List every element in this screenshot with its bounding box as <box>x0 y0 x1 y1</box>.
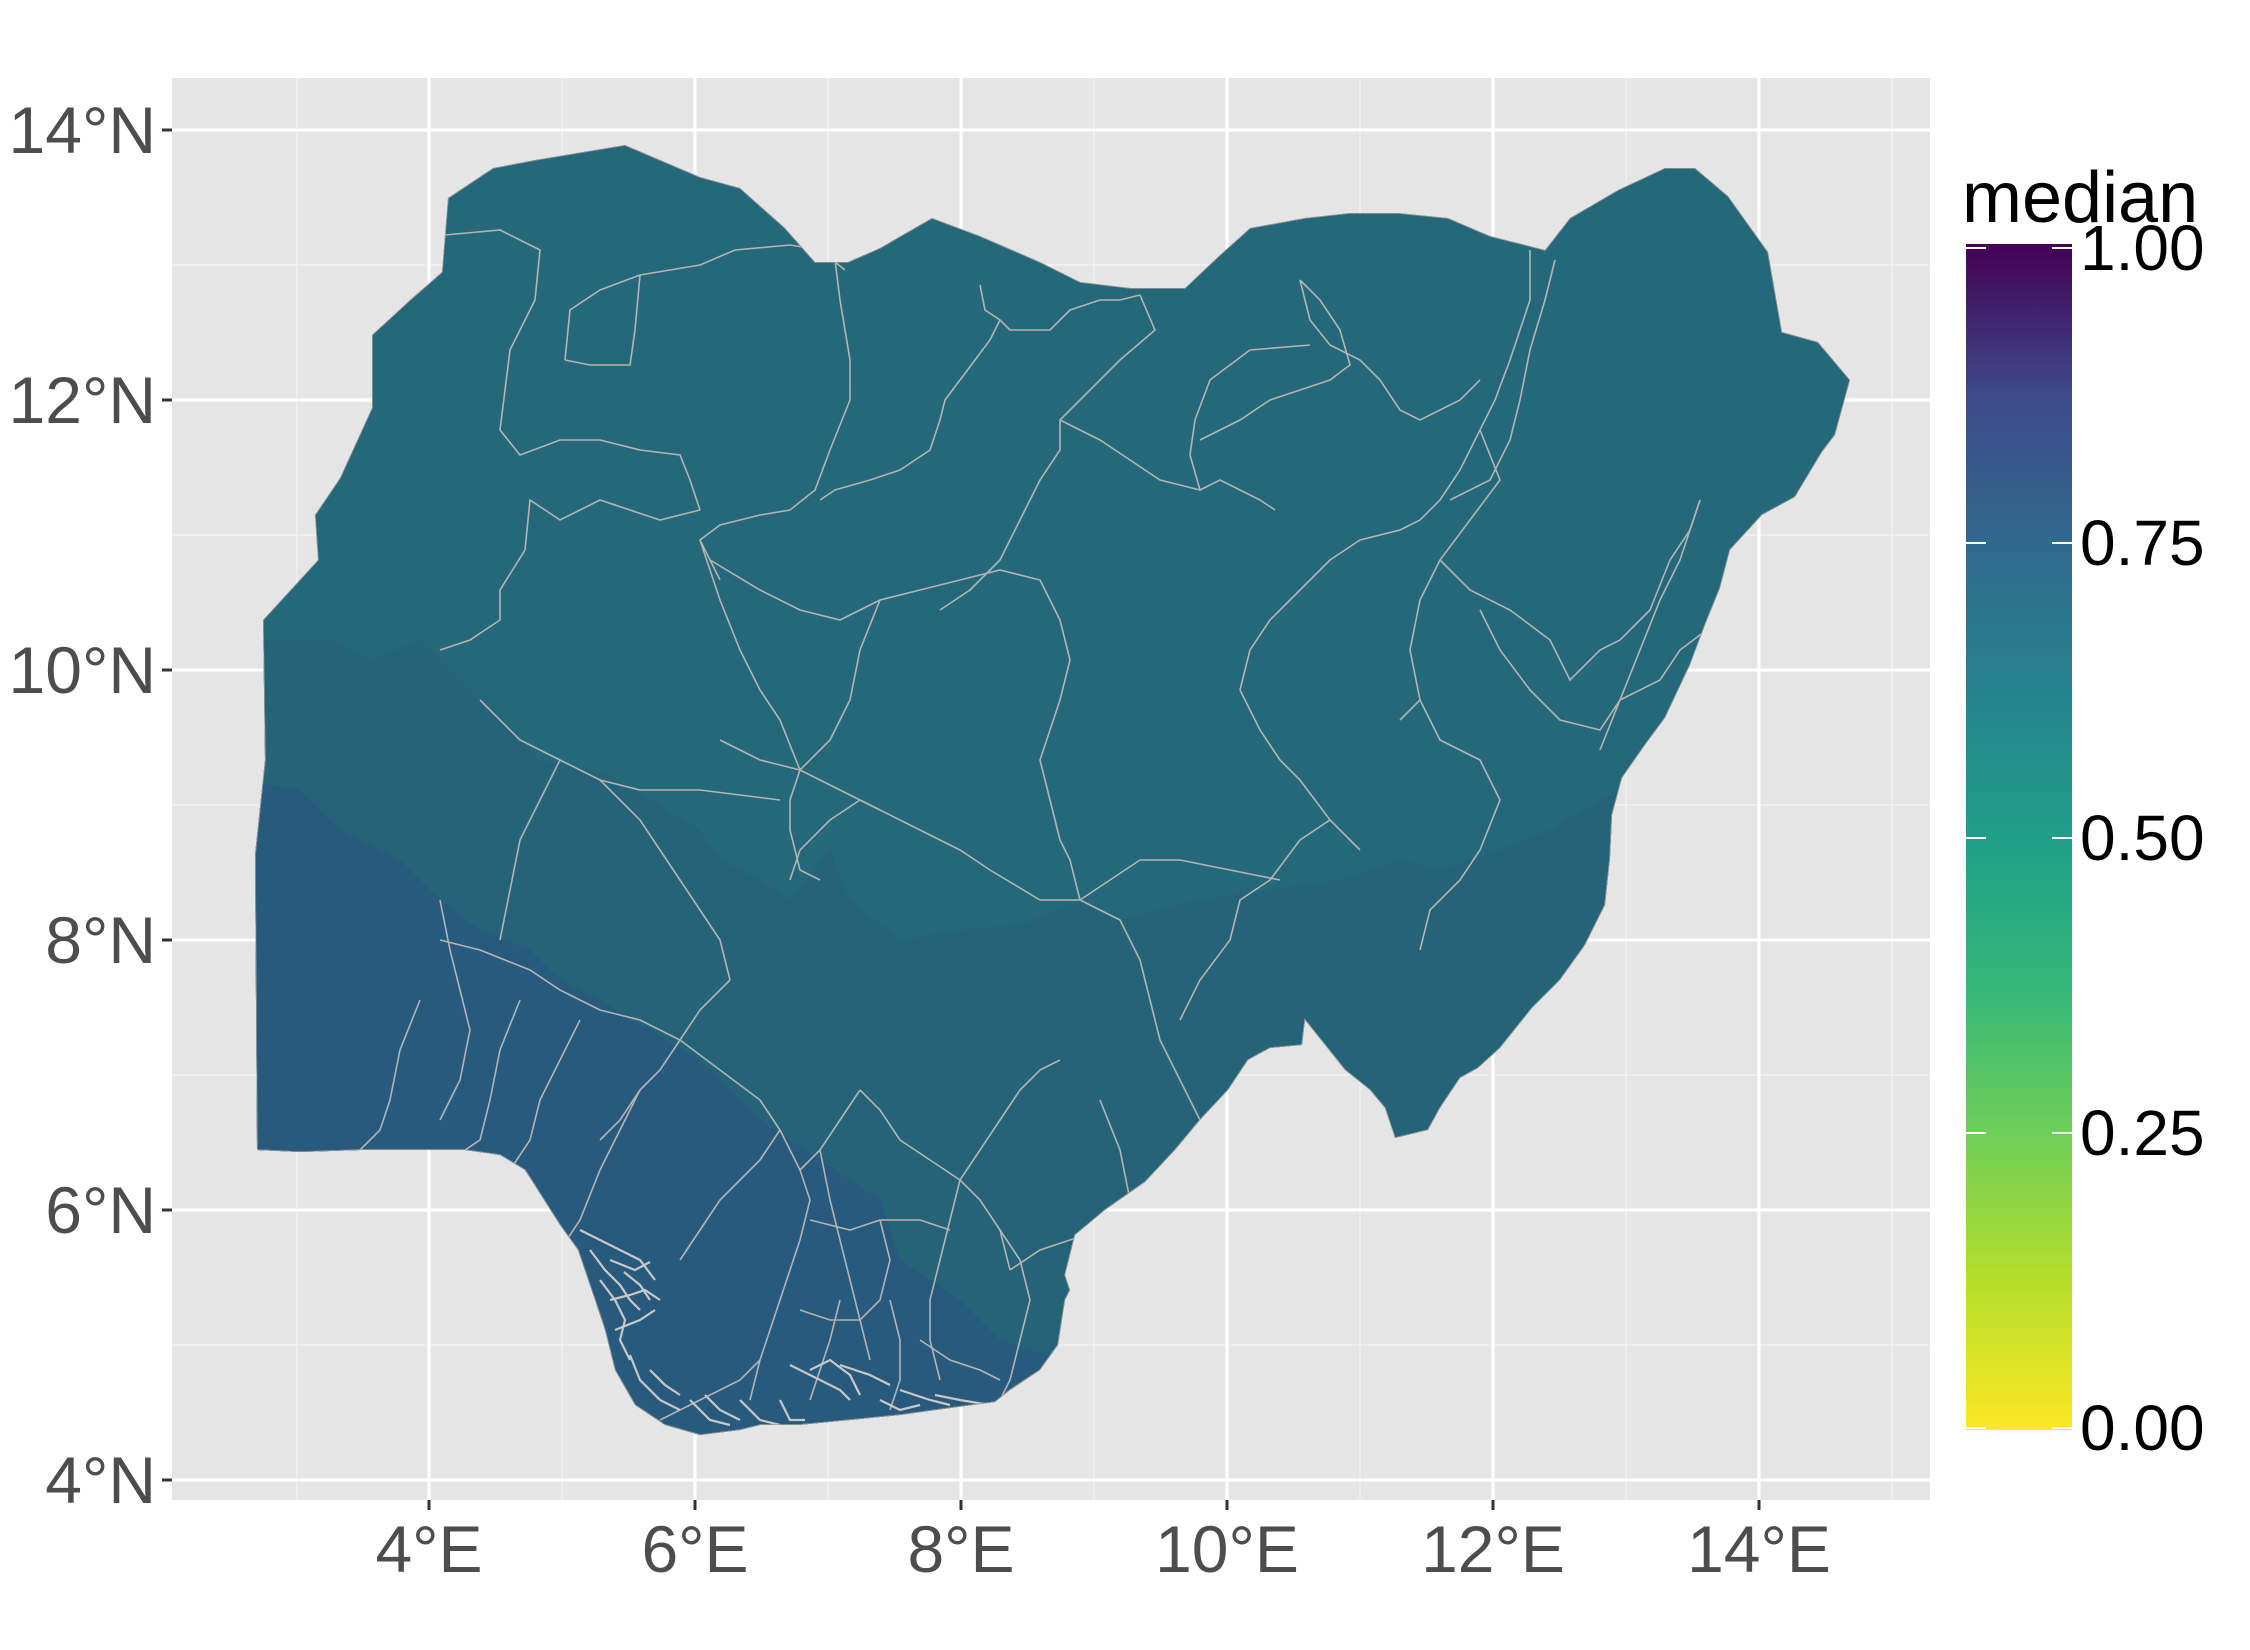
state-boundaries <box>359 229 1721 1421</box>
y-tick-label: 6°N <box>45 1173 156 1247</box>
x-axis-ticks <box>427 1500 1761 1510</box>
legend-labels: 1.00 0.75 0.50 0.25 0.00 <box>2080 212 2205 1464</box>
legend-tick-label: 0.00 <box>2080 1392 2205 1464</box>
y-tick-label: 10°N <box>9 633 156 707</box>
country-outline <box>255 145 1850 1435</box>
y-axis-ticks <box>162 128 172 1482</box>
y-tick-label: 8°N <box>45 903 156 977</box>
x-tick-label: 12°E <box>1421 1512 1565 1586</box>
y-axis-labels: 14°N 12°N 10°N 8°N 6°N 4°N <box>9 93 156 1517</box>
x-tick-label: 6°E <box>641 1512 748 1586</box>
x-tick-label: 10°E <box>1155 1512 1299 1586</box>
y-tick-label: 12°N <box>9 363 156 437</box>
legend-tick-label: 0.25 <box>2080 1097 2205 1169</box>
delta-creeks <box>579 1229 1011 1427</box>
legend-tick-marks <box>1966 247 2072 1429</box>
x-tick-label: 4°E <box>375 1512 482 1586</box>
x-tick-label: 14°E <box>1687 1512 1831 1586</box>
y-tick-label: 4°N <box>45 1443 156 1517</box>
x-axis-labels: 4°E 6°E 8°E 10°E 12°E 14°E <box>375 1512 1830 1586</box>
legend: median 1.00 0.75 0.50 0.25 0.00 <box>1962 158 2205 1464</box>
legend-tick-label: 1.00 <box>2080 212 2205 284</box>
x-tick-label: 8°E <box>907 1512 1014 1586</box>
legend-tick-label: 0.75 <box>2080 507 2205 579</box>
legend-tick-label: 0.50 <box>2080 802 2205 874</box>
y-tick-label: 14°N <box>9 93 156 167</box>
legend-title: median <box>1962 158 2198 238</box>
